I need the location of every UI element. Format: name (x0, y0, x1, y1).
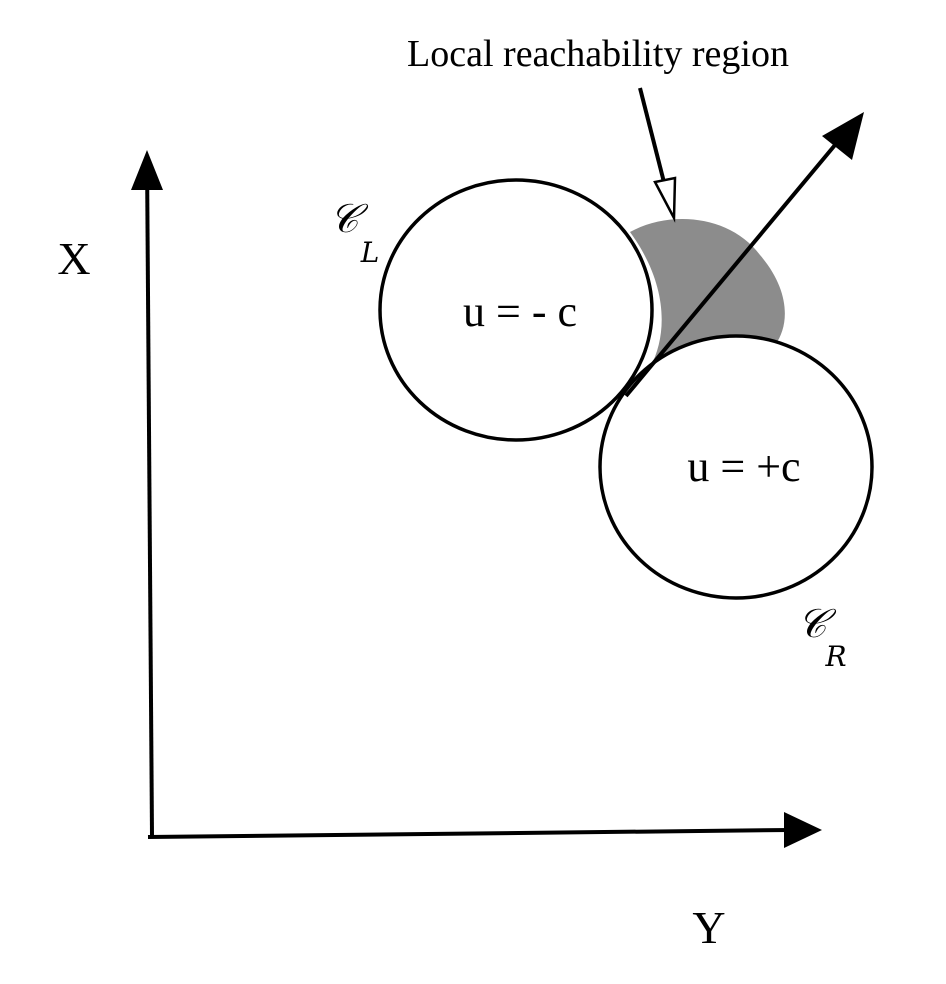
vertical-axis-arrowhead (131, 150, 163, 190)
circle-right-control-label: u = +c (687, 442, 800, 491)
horizontal-axis-arrowhead (784, 812, 822, 848)
horizontal-axis-label: Y (692, 902, 725, 953)
trajectory-arrowhead (822, 112, 864, 160)
annotation-label: Local reachability region (407, 33, 789, 75)
horizontal-axis (147, 828, 791, 839)
circle-right (598, 334, 874, 600)
vertical-axis-label: X (57, 233, 90, 284)
vertical-axis (145, 157, 154, 837)
circle-right-subscript: R (824, 640, 846, 673)
circle-left-control-label: u = - c (463, 287, 577, 336)
circle-left (378, 178, 654, 442)
local-reachability-region (630, 219, 785, 368)
annotation-pointer-arrowhead (653, 176, 677, 223)
trajectory-line (624, 131, 847, 398)
circle-left-subscript: L (360, 236, 380, 269)
